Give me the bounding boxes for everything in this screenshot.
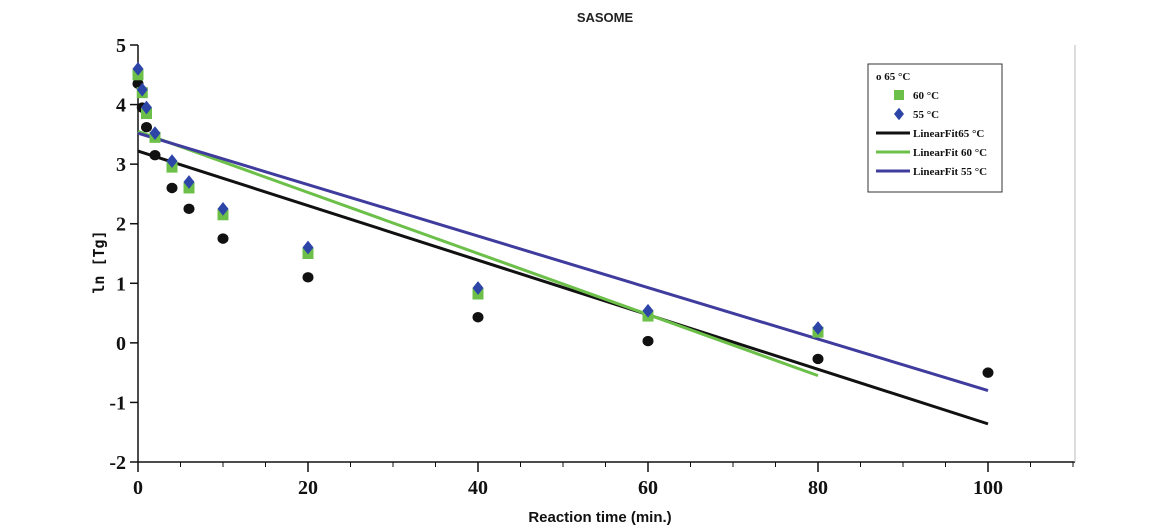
data-point xyxy=(149,126,161,141)
x-tick-label: 100 xyxy=(973,477,1003,499)
legend-label: o 65 °C xyxy=(876,71,910,83)
x-axis-label: Reaction time (min.) xyxy=(528,509,671,526)
data-point xyxy=(472,312,484,323)
data-point xyxy=(136,82,148,97)
data-point xyxy=(141,100,152,115)
x-tick-label: 0 xyxy=(133,477,143,499)
data-point xyxy=(812,353,824,365)
axis-ticks: 0 20 40 60 80 100 -2 -1 0 1 2 3 4 5 xyxy=(109,35,1074,499)
data-point xyxy=(642,303,654,318)
data-point xyxy=(183,203,195,215)
data-point xyxy=(149,149,161,161)
data-point xyxy=(472,281,484,295)
data-point xyxy=(183,175,195,189)
legend-label: 60 °C xyxy=(913,90,939,102)
data-markers xyxy=(132,61,994,378)
y-tick-label: -1 xyxy=(109,392,126,414)
data-point xyxy=(812,321,824,335)
data-point xyxy=(166,182,178,194)
y-tick-label: 5 xyxy=(116,35,126,57)
legend-label: LinearFit 60 °C xyxy=(913,147,987,159)
fit-line xyxy=(137,131,989,392)
x-tick-label: 80 xyxy=(808,477,828,499)
data-point xyxy=(982,367,994,378)
data-point xyxy=(217,201,229,216)
legend-label: LinearFit65 °C xyxy=(913,128,984,140)
y-tick-label: 1 xyxy=(116,273,126,295)
data-point xyxy=(302,240,314,255)
data-point xyxy=(894,107,904,121)
fit-line xyxy=(137,129,819,378)
y-tick-label: 2 xyxy=(116,214,126,236)
legend-label: LinearFit 55 °C xyxy=(913,166,987,178)
data-point xyxy=(894,90,904,100)
data-point xyxy=(166,154,178,169)
data-point xyxy=(132,61,144,76)
x-tick-label: 60 xyxy=(638,477,658,499)
y-tick-label: 0 xyxy=(116,333,126,355)
plot-frame xyxy=(137,45,1076,463)
data-point xyxy=(642,335,654,347)
y-axis-label: ln [Tg] xyxy=(90,230,108,293)
legend-label: 55 °C xyxy=(913,109,939,121)
data-point xyxy=(141,121,152,133)
y-tick-label: -2 xyxy=(109,452,126,474)
x-tick-label: 40 xyxy=(468,477,488,499)
y-tick-label: 3 xyxy=(116,154,126,176)
fit-line xyxy=(137,149,989,426)
legend: o 65 °C60 °C 55 °C LinearFit65 °C LinearFit… xyxy=(867,63,1003,193)
data-point xyxy=(217,233,229,244)
chart-title: SASOME xyxy=(577,10,634,25)
y-tick-label: 4 xyxy=(116,95,126,117)
data-point xyxy=(302,272,314,283)
fit-lines xyxy=(137,129,989,426)
x-tick-label: 20 xyxy=(298,477,318,499)
